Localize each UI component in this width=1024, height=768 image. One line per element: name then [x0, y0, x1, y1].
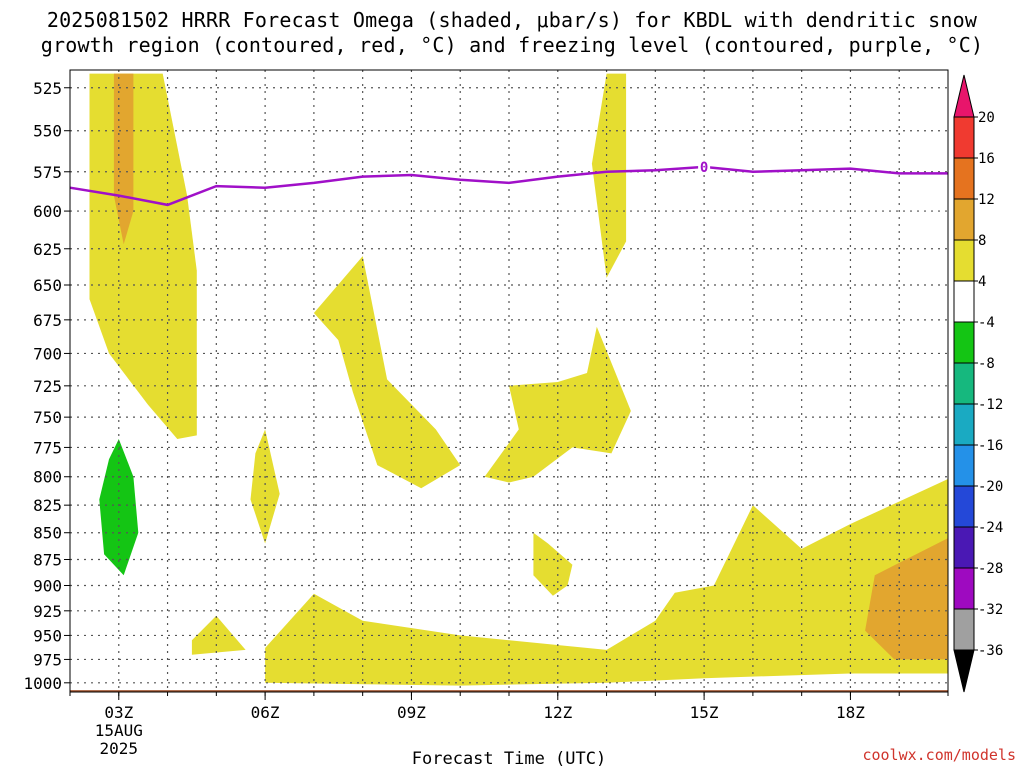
x-tick-label-09Z: 09Z — [397, 703, 426, 722]
colorbar-label-10: -20 — [978, 479, 1003, 495]
colorbar-bin-9 — [953, 444, 975, 487]
terrain-strip — [70, 690, 948, 692]
y-tick-label-875: 875 — [33, 550, 62, 569]
y-tick-label-925: 925 — [33, 602, 62, 621]
omega-region-8 — [533, 532, 573, 596]
x-axis-label: Forecast Time (UTC) — [412, 749, 606, 768]
y-tick-label-775: 775 — [33, 438, 62, 457]
omega-region-3 — [99, 439, 139, 576]
colorbar-label-6: -4 — [978, 315, 995, 331]
y-tick-label-575: 575 — [33, 163, 62, 182]
x-tick-label-06Z: 06Z — [251, 703, 280, 722]
omega-region-10 — [265, 479, 949, 686]
colorbar-label-4: 8 — [978, 233, 986, 249]
pressure-axis: 525 550 575 600 625 650 675 700 725 750 775 800 825 8… — [23, 79, 70, 693]
chart-title-line-2: growth region (contoured, red, °C) and f… — [40, 33, 984, 57]
colorbar-bin-8 — [953, 403, 975, 446]
freezing-level-line — [69, 165, 948, 207]
y-tick-label-625: 625 — [33, 240, 62, 259]
y-tick-label-950: 950 — [33, 626, 62, 645]
colorbar-bin-13 — [953, 608, 975, 651]
colorbar-bin-11 — [953, 526, 975, 569]
omega-region-5 — [313, 256, 461, 489]
terrain-layer — [70, 690, 948, 692]
colorbar-label-1: 20 — [978, 110, 995, 126]
credit-text: coolwx.com/models — [862, 746, 1016, 764]
y-tick-label-725: 725 — [33, 377, 62, 396]
y-tick-label-825: 825 — [33, 496, 62, 515]
colorbar-bottom-arrow — [953, 649, 975, 693]
x-tick-label-15Z: 15Z — [690, 703, 719, 722]
grid-lines — [70, 70, 948, 692]
freezing-level-label-bg — [698, 158, 711, 175]
colorbar-label-7: -8 — [978, 356, 995, 372]
x-tick-sublabel-1: 15AUG — [95, 721, 143, 740]
omega-shaded-regions — [89, 73, 949, 686]
colorbar-bin-7 — [953, 362, 975, 405]
x-tick-sublabel-2: 2025 — [100, 739, 139, 758]
y-tick-label-975: 975 — [33, 650, 62, 669]
colorbar-label-3: 12 — [978, 192, 995, 208]
freezing-level-label: 0 — [700, 160, 708, 176]
colorbar-label-13: -32 — [978, 602, 1003, 618]
x-tick-label-18Z: 18Z — [836, 703, 865, 722]
y-tick-label-525: 525 — [33, 79, 62, 98]
freezing-level-contour: 0 — [69, 158, 948, 207]
y-tick-label-675: 675 — [33, 311, 62, 330]
omega-region-7 — [484, 326, 631, 483]
y-tick-label-700: 700 — [33, 344, 62, 363]
colorbar-bin-3 — [953, 198, 975, 241]
colorbar-top-arrow — [953, 74, 975, 118]
colorbar-label-8: -12 — [978, 397, 1003, 413]
x-tick-label-03Z: 03Z — [104, 703, 133, 722]
colorbar: 20 16 12 8 4 -4 -8 -12 -16 -20 -24 -28 -32 -36 — [953, 74, 1003, 693]
omega-region-1 — [89, 73, 197, 439]
y-tick-label-750: 750 — [33, 408, 62, 427]
y-tick-label-900: 900 — [33, 577, 62, 596]
colorbar-bin-10 — [953, 485, 975, 528]
colorbar-label-14: -36 — [978, 643, 1003, 659]
omega-region-4 — [250, 429, 280, 544]
y-tick-label-850: 850 — [33, 524, 62, 543]
y-tick-label-800: 800 — [33, 468, 62, 487]
colorbar-bin-1 — [953, 116, 975, 159]
colorbar-bin-4 — [953, 239, 975, 282]
colorbar-bin-6 — [953, 321, 975, 364]
omega-region-2 — [113, 73, 134, 245]
y-tick-label-550: 550 — [33, 122, 62, 141]
y-tick-label-650: 650 — [33, 276, 62, 295]
colorbar-label-12: -28 — [978, 561, 1003, 577]
colorbar-label-9: -16 — [978, 438, 1003, 454]
colorbar-label-11: -24 — [978, 520, 1003, 536]
colorbar-bin-2 — [953, 157, 975, 200]
colorbar-label-2: 16 — [978, 151, 995, 167]
colorbar-label-5: 4 — [978, 274, 986, 290]
omega-region-11 — [865, 538, 948, 660]
colorbar-bin-5 — [953, 280, 975, 323]
colorbar-bin-12 — [953, 567, 975, 610]
chart-title-line-1: 2025081502 HRRR Forecast Omega (shaded, … — [46, 8, 978, 32]
omega-region-6 — [591, 73, 627, 278]
y-tick-label-1000: 1000 — [23, 674, 62, 693]
x-tick-label-12Z: 12Z — [543, 703, 572, 722]
y-tick-label-600: 600 — [33, 202, 62, 221]
